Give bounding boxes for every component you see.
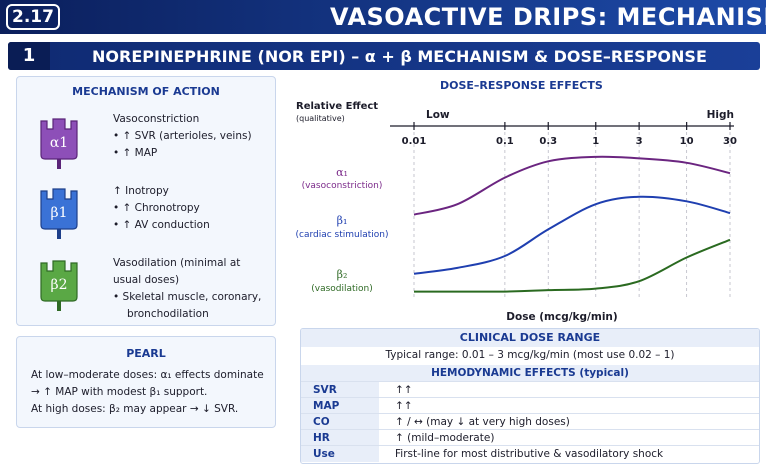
clinical-title: CLINICAL DOSE RANGE: [301, 329, 759, 347]
alpha1-receptor-label: α1: [50, 135, 68, 151]
table-row: MAP ↑↑: [301, 397, 759, 414]
pearl-panel: PEARL At low–moderate doses: α₁ effects …: [16, 336, 276, 428]
beta2-description: Vasodilation (minimal at usual doses) • …: [113, 255, 273, 323]
row-label: MAP: [301, 398, 379, 414]
hemodynamic-title: HEMODYNAMIC EFFECTS (typical): [301, 365, 759, 381]
section-badge: 1: [8, 42, 50, 70]
alpha1-series-line: [413, 155, 731, 216]
row-label: Use: [301, 446, 379, 462]
y-axis-label: Relative Effect: [296, 101, 378, 112]
beta2-receptor-label: β2: [50, 277, 67, 293]
row-label: HR: [301, 430, 379, 446]
mechanism-title: MECHANISM OF ACTION: [72, 85, 220, 98]
chart-grid: [413, 122, 731, 300]
beta1-series-label: β₁: [337, 214, 348, 227]
pearl-line: At high doses: β₂ may appear → ↓ SVR.: [31, 403, 239, 415]
alpha1-line: • ↑ MAP: [113, 147, 158, 159]
x-tick-label: 0.3: [539, 136, 557, 147]
header-banner: 2.17 VASOACTIVE DRIPS: MECHANISM: [0, 0, 766, 34]
table-row: CO ↑ / ↔ (may ↓ at very high doses): [301, 413, 759, 430]
alpha1-series-label: α₁: [336, 166, 348, 179]
beta2-receptor-icon: β2: [40, 260, 78, 311]
beta1-description: ↑ Inotropy • ↑ Chronotropy • ↑ AV conduc…: [113, 183, 273, 234]
beta1-series-line: [413, 195, 731, 275]
x-axis-label: Dose (mcg/kg/min): [506, 311, 617, 323]
row-value: First-line for most distributive & vasod…: [395, 448, 664, 460]
beta1-line: • ↑ AV conduction: [113, 219, 210, 231]
beta2-series-line: [413, 238, 731, 293]
x-tick-label: 30: [723, 136, 737, 147]
y-axis-sublabel: (qualitative): [296, 114, 345, 123]
pearl-line: At low–moderate doses: α₁ effects domina…: [31, 369, 264, 381]
section-number: 2.17: [6, 4, 60, 30]
alpha1-description: Vasoconstriction • ↑ SVR (arterioles, ve…: [113, 111, 273, 162]
alpha1-receptor-icon: α1: [40, 118, 78, 169]
pearl-line: → ↑ MAP with modest β₁ support.: [31, 386, 208, 398]
x-tick-label: 0.1: [496, 136, 514, 147]
x-tick-label: 3: [636, 136, 643, 147]
pearl-title: PEARL: [126, 347, 166, 360]
row-label: CO: [301, 414, 379, 430]
beta2-series-sublabel: (vasodilation): [311, 284, 373, 294]
page-title: VASOACTIVE DRIPS: MECHANISM: [330, 3, 766, 31]
high-label: High: [707, 109, 734, 121]
beta1-line: • ↑ Chronotropy: [113, 202, 200, 214]
typical-range: Typical range: 0.01 – 3 mcg/kg/min (most…: [385, 349, 675, 361]
alpha1-line: Vasoconstriction: [113, 113, 200, 125]
alpha1-series-sublabel: (vasoconstriction): [302, 181, 383, 191]
beta1-receptor-icon: β1: [40, 188, 78, 239]
beta2-line: bronchodilation: [127, 308, 209, 320]
beta2-line: • Skeletal muscle, coronary,: [113, 291, 262, 303]
chart-series: [413, 155, 731, 293]
mechanism-panel: MECHANISM OF ACTION α1 Vasoconstriction …: [16, 76, 276, 326]
beta1-receptor-label: β1: [50, 205, 67, 221]
x-tick-label: 1: [592, 136, 599, 147]
section-header: 1 NOREPINEPHRINE (NOR EPI) – α + β MECHA…: [8, 42, 760, 70]
row-value: ↑ / ↔ (may ↓ at very high doses): [395, 416, 570, 428]
section-title: NOREPINEPHRINE (NOR EPI) – α + β MECHANI…: [92, 47, 707, 66]
chart-title: DOSE–RESPONSE EFFECTS: [440, 79, 603, 92]
beta2-line: usual doses): [113, 274, 180, 286]
beta1-series-sublabel: (cardiac stimulation): [295, 230, 388, 240]
row-value: ↑↑: [395, 400, 413, 412]
dose-response-chart: Relative Effect (qualitative) Low High 0…: [295, 101, 737, 323]
row-label: SVR: [301, 382, 379, 398]
beta2-series-label: β₂: [337, 268, 348, 281]
beta2-line: Vasodilation (minimal at: [113, 257, 241, 269]
x-tick-labels: 0.01 0.1 0.3 1 3 10 30: [402, 136, 737, 147]
alpha1-line: • ↑ SVR (arterioles, veins): [113, 130, 252, 142]
row-value: ↑↑: [395, 384, 413, 396]
clinical-panel: CLINICAL DOSE RANGE Typical range: 0.01 …: [300, 328, 760, 464]
row-value: ↑ (mild–moderate): [395, 432, 495, 444]
x-tick-label: 0.01: [402, 136, 427, 147]
table-row: Use First-line for most distributive & v…: [301, 445, 759, 462]
table-row: HR ↑ (mild–moderate): [301, 429, 759, 446]
x-tick-label: 10: [680, 136, 694, 147]
low-label: Low: [426, 109, 450, 121]
beta1-line: ↑ Inotropy: [113, 185, 169, 197]
table-row: SVR ↑↑: [301, 381, 759, 398]
